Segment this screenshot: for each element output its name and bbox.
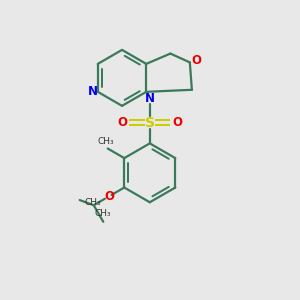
Text: O: O (117, 116, 127, 129)
Text: CH₃: CH₃ (95, 209, 112, 218)
Text: O: O (172, 116, 182, 129)
Text: O: O (191, 54, 201, 68)
Text: CH₃: CH₃ (98, 136, 115, 146)
Text: N: N (88, 85, 98, 98)
Text: O: O (104, 190, 115, 202)
Text: N: N (145, 92, 155, 105)
Text: S: S (145, 116, 155, 130)
Text: CH₃: CH₃ (84, 198, 101, 207)
